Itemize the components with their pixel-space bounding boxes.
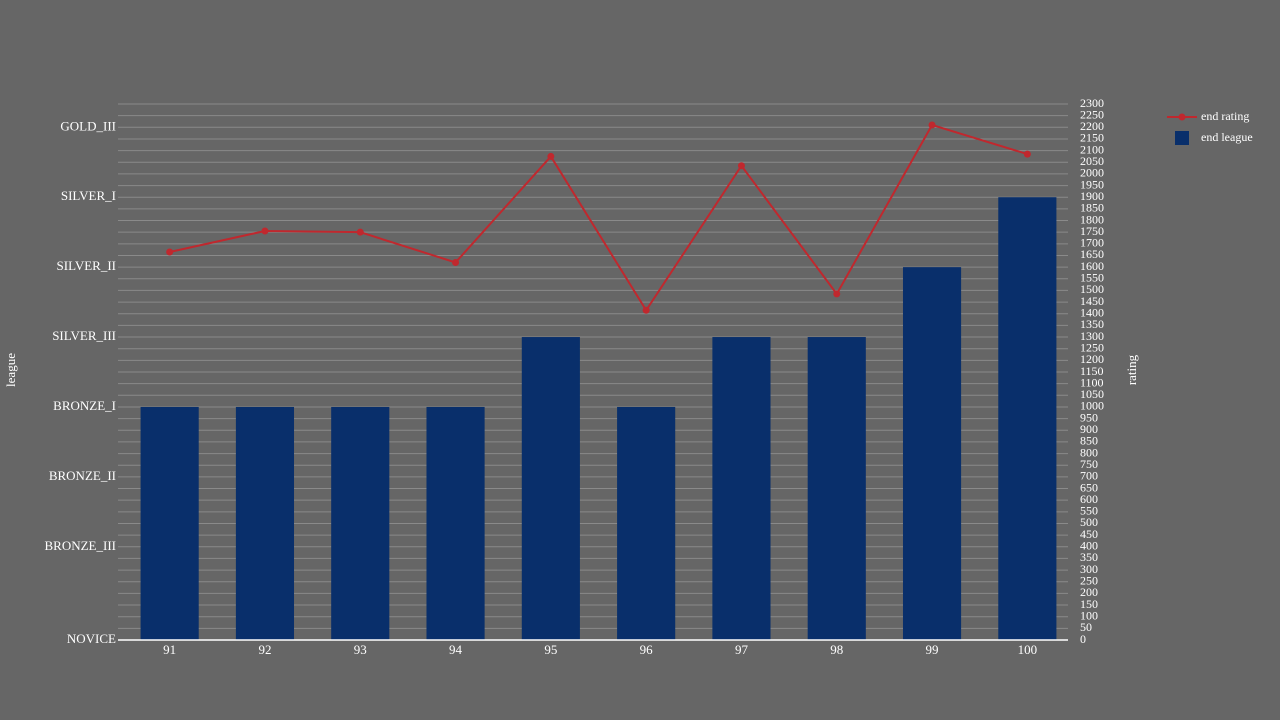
y2-tick-label: 2250: [1080, 107, 1104, 121]
y2-tick-label: 0: [1080, 632, 1086, 646]
y2-tick-label: 1400: [1080, 305, 1104, 319]
y2-tick-label: 1700: [1080, 236, 1104, 250]
y2-tick-label: 2300: [1080, 96, 1104, 110]
x-tick-label: 99: [926, 642, 939, 657]
y2-tick-label: 350: [1080, 550, 1098, 564]
bar: [140, 406, 199, 640]
y2-tick-label: 50: [1080, 620, 1092, 634]
y2-tick-label: 250: [1080, 573, 1098, 587]
y-tick-label: SILVER_I: [61, 188, 116, 203]
y2-tick-label: 2000: [1080, 166, 1104, 180]
y2-tick-label: 850: [1080, 434, 1098, 448]
y-tick-label: SILVER_II: [57, 258, 116, 273]
bar: [521, 337, 580, 640]
y2-tick-label: 650: [1080, 480, 1098, 494]
x-tick-label: 94: [449, 642, 463, 657]
y2-tick-label: 400: [1080, 539, 1098, 553]
x-tick-label: 93: [354, 642, 367, 657]
y2-tick-label: 150: [1080, 597, 1098, 611]
x-tick-label: 97: [735, 642, 749, 657]
y2-tick-label: 1200: [1080, 352, 1104, 366]
bar: [998, 197, 1057, 640]
marker: [833, 290, 841, 298]
y2-tick-label: 1900: [1080, 189, 1104, 203]
y2-tick-label: 600: [1080, 492, 1098, 506]
y2-tick-label: 1000: [1080, 399, 1104, 413]
marker: [642, 306, 650, 314]
y2-tick-label: 1600: [1080, 259, 1104, 273]
y2-tick-label: 800: [1080, 445, 1098, 459]
y2-tick-label: 550: [1080, 504, 1098, 518]
legend-swatch: [1175, 131, 1189, 145]
y2-tick-label: 450: [1080, 527, 1098, 541]
y2-tick-label: 900: [1080, 422, 1098, 436]
x-tick-label: 92: [258, 642, 271, 657]
marker: [166, 248, 174, 256]
bar: [902, 267, 962, 640]
y2-tick-label: 1100: [1080, 375, 1104, 389]
x-tick-label: 100: [1018, 642, 1038, 657]
y2-tick-label: 700: [1080, 469, 1098, 483]
y2-tick-label: 1800: [1080, 212, 1104, 226]
y2-tick-label: 2150: [1080, 131, 1104, 145]
y2-tick-label: 1550: [1080, 271, 1104, 285]
line: [169, 123, 1028, 313]
y2-axis-title: rating: [1124, 354, 1139, 385]
y2-tick-label: 200: [1080, 585, 1098, 599]
y2-tick-label: 950: [1080, 410, 1098, 424]
y2-tick-label: 1300: [1080, 329, 1104, 343]
bar: [807, 337, 866, 640]
y2-tick-label: 1150: [1080, 364, 1104, 378]
y2-tick-label: 1850: [1080, 201, 1104, 215]
y2-tick-label: 1950: [1080, 177, 1104, 191]
y2-tick-label: 1650: [1080, 247, 1104, 261]
y2-tick-label: 1350: [1080, 317, 1104, 331]
x-tick-label: 91: [163, 642, 176, 657]
bar: [617, 406, 676, 640]
x-tick-label: 95: [544, 642, 557, 657]
y-tick-label: SILVER_III: [52, 328, 116, 343]
y2-tick-label: 1750: [1080, 224, 1104, 238]
marker: [261, 227, 269, 235]
bar: [426, 406, 485, 640]
marker: [737, 162, 745, 170]
legend-label: end league: [1201, 130, 1253, 144]
y2-tick-label: 100: [1080, 608, 1098, 622]
y-tick-label: BRONZE_I: [53, 398, 116, 413]
y2-tick-label: 1050: [1080, 387, 1104, 401]
y2-tick-label: 2100: [1080, 142, 1104, 156]
x-tick-label: 96: [640, 642, 654, 657]
y2-tick-label: 1500: [1080, 282, 1104, 296]
y-tick-label: GOLD_III: [60, 118, 116, 133]
y2-tick-label: 2050: [1080, 154, 1104, 168]
y-tick-label: BRONZE_II: [49, 468, 116, 483]
legend-label: end rating: [1201, 109, 1249, 123]
y-axis-title: league: [3, 353, 18, 387]
bar: [712, 337, 771, 640]
marker: [356, 228, 364, 236]
marker: [547, 152, 555, 160]
marker: [928, 121, 936, 129]
y2-tick-label: 750: [1080, 457, 1098, 471]
y2-tick-label: 1250: [1080, 340, 1104, 354]
marker: [452, 258, 460, 266]
bar: [331, 406, 390, 640]
bar: [235, 406, 295, 640]
y-tick-label: BRONZE_III: [45, 538, 117, 553]
y-tick-label: NOVICE: [67, 631, 116, 646]
y2-tick-label: 500: [1080, 515, 1098, 529]
x-tick-label: 98: [830, 642, 843, 657]
y2-tick-label: 1450: [1080, 294, 1104, 308]
y2-tick-label: 300: [1080, 562, 1098, 576]
legend-swatch: [1178, 113, 1186, 121]
y2-tick-label: 2200: [1080, 119, 1104, 133]
marker: [1023, 150, 1031, 158]
